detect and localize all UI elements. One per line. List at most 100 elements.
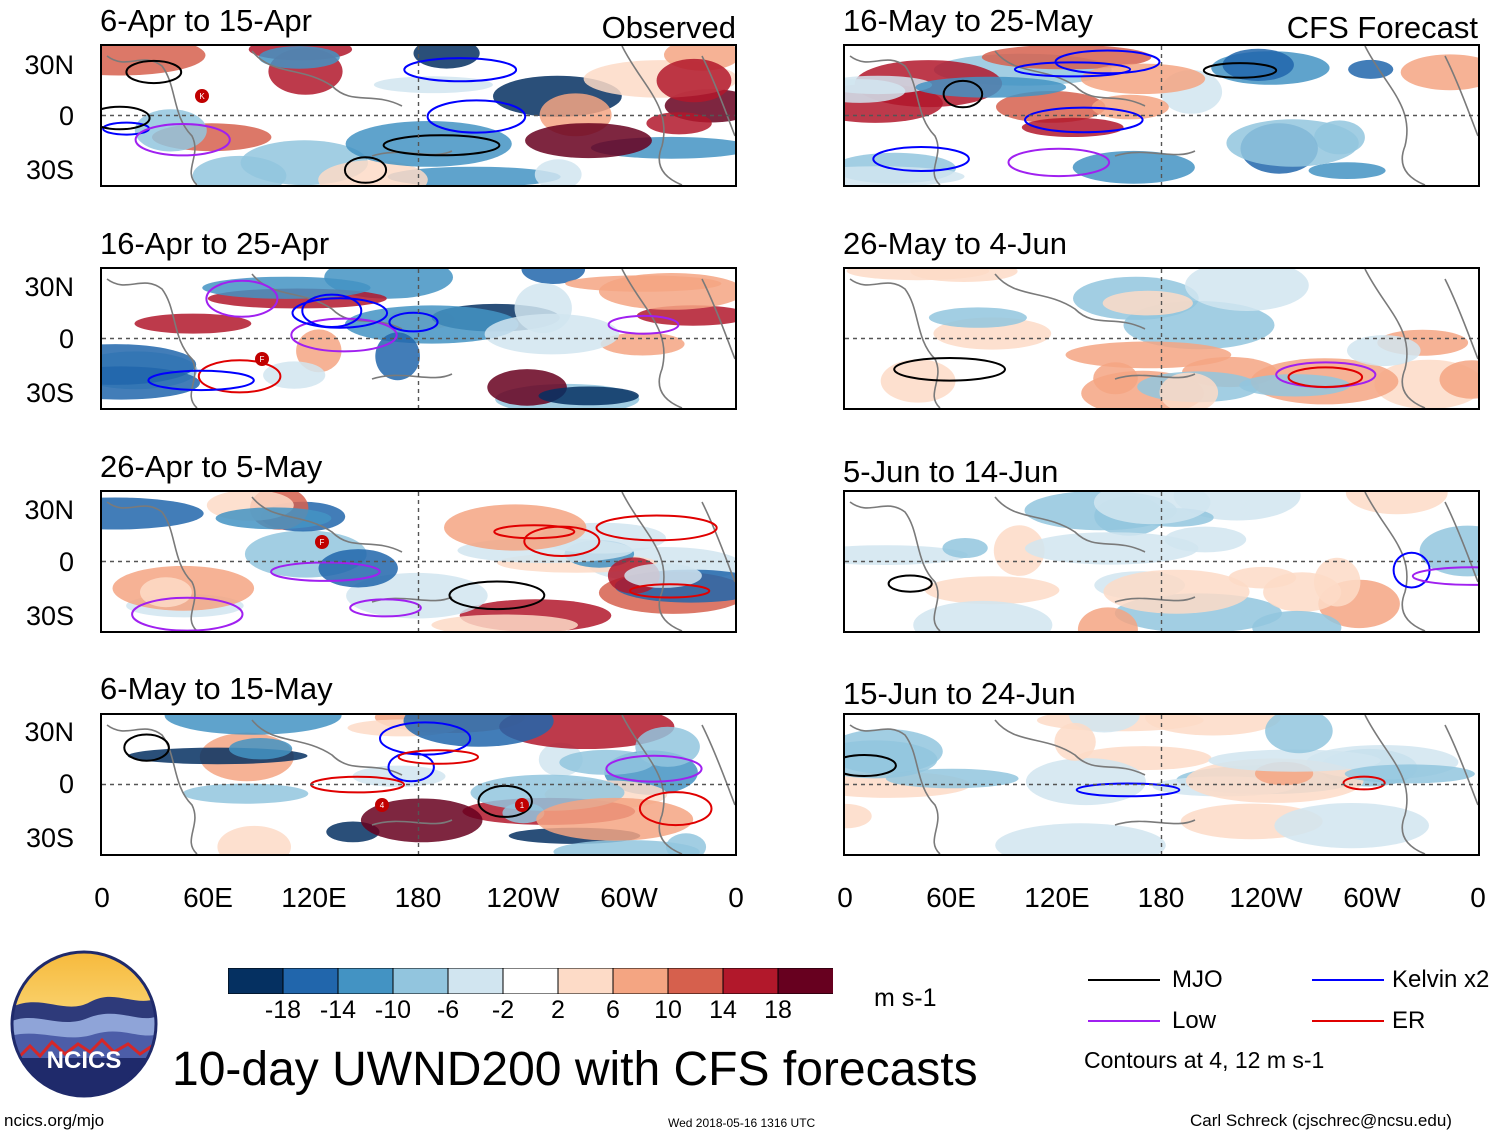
contour-low [349,598,422,618]
contour-kelvin [872,146,970,172]
map-panel [843,267,1480,410]
lon-tick: 120W [1229,882,1303,913]
lon-tick: 0 [1470,882,1486,913]
map-panel [843,713,1480,856]
wind-anomaly-shading [845,803,872,829]
panel-title-forecast-1: 16-May to 25-May [843,3,1093,38]
lat-tick-eq: 0 [58,324,74,354]
wind-anomaly-shading [1103,569,1250,614]
wind-anomaly-shading [431,614,578,631]
lon-tick: 60E [926,882,976,913]
colorbar-swatch [777,967,834,995]
wind-anomaly-shading [1102,290,1193,316]
contour-kelvin [1024,106,1144,134]
wind-anomaly-shading [1080,63,1206,94]
wind-anomaly-shading [1054,722,1096,761]
storm-marker: 4 [375,798,389,812]
wind-anomaly-shading [538,386,639,406]
wind-anomaly-shading [1145,715,1281,736]
lat-tick-30s: 30S [25,378,74,408]
wind-anomaly-shading [995,823,1166,854]
panel-title-forecast-3: 5-Jun to 14-Jun [843,454,1059,489]
contour-er [397,749,479,765]
wind-anomaly-shading [1065,341,1232,369]
contour-mjo [123,733,170,762]
colorbar [227,967,834,995]
wind-anomaly-shading [387,166,561,185]
wind-anomaly-shading [1226,119,1359,167]
wind-anomaly-shading [559,749,654,775]
colorbar-swatch [502,967,559,995]
legend-line-kelvin [1312,979,1384,981]
wind-anomaly-shading [553,840,700,854]
lat-tick-30n: 30N [24,717,74,747]
colorbar-swatch [447,967,504,995]
wind-anomaly-shading [1265,715,1333,754]
contour-mjo [448,580,546,611]
storm-marker: F [255,352,269,366]
colorbar-swatch [337,967,394,995]
observed-tag: Observed [601,10,736,45]
contour-mjo [845,754,897,777]
panel-title-forecast-4: 15-Jun to 24-Jun [843,676,1076,711]
wind-anomaly-shading [413,46,480,69]
lat-tick-30n: 30N [24,495,74,525]
wind-anomaly-shading [318,549,398,588]
wind-anomaly-shading [1208,749,1381,772]
wind-anomaly-shading [1347,335,1421,367]
contour-er [1287,366,1364,388]
panel-title-forecast-2: 26-May to 4-Jun [843,226,1067,261]
contour-kelvin [388,311,439,333]
contour-kelvin [301,293,363,328]
contour-low [205,279,279,318]
legend-label-kelvin: Kelvin x2 [1392,966,1490,993]
contour-kelvin [403,57,518,83]
wind-anomaly-shading [484,313,620,355]
contour-mjo [382,134,501,157]
contour-mjo [942,79,984,109]
wind-anomaly-shading [1419,525,1478,577]
map-panel: K [100,44,737,187]
wind-anomaly-shading [1252,610,1342,631]
colorbar-units: m s-1 [874,984,937,1012]
colorbar-swatch [722,967,779,995]
lon-tick: 180 [394,882,442,913]
wind-anomaly-shading [624,563,702,588]
wind-anomaly-shading [880,359,956,403]
map-panel: F [100,267,737,410]
map-panel [843,490,1480,633]
legend-label-mjo: MJO [1172,966,1223,993]
wind-anomaly-shading [134,313,252,334]
lon-tick: 0 [728,882,744,913]
colorbar-swatch [392,967,449,995]
footer-url[interactable]: ncics.org/mjo [4,1111,105,1130]
lon-tick: 0 [837,882,853,913]
storm-marker: F [315,535,329,549]
svg-text:F: F [260,355,265,364]
contour-kelvin [426,99,527,134]
lon-tick: 120E [281,882,347,913]
colorbar-tick: -6 [436,996,460,1024]
coastline [849,269,1478,408]
wind-anomaly-shading [360,798,483,843]
wind-anomaly-shading [1185,269,1309,311]
colorbar-swatch [282,967,339,995]
svg-text:1: 1 [520,801,525,810]
wind-anomaly-shading [215,507,332,530]
svg-text:F: F [320,538,325,547]
wind-anomaly-shading [1348,59,1394,79]
lon-tick: 60W [600,882,658,913]
wind-anomaly-shading [296,329,342,373]
wind-anomaly-shading [525,123,652,159]
coastline [106,269,735,408]
lon-tick: 120W [486,882,560,913]
wind-anomaly-shading [182,783,309,804]
contour-note: Contours at 4, 12 m s-1 [1084,1047,1325,1073]
wind-anomaly-shading [1263,572,1342,612]
contour-mjo [1202,62,1278,79]
wind-anomaly-shading [910,269,1018,282]
contour-mjo [125,59,183,85]
panel-title-observed-4: 6-May to 15-May [100,671,333,706]
footer-timestamp: Wed 2018-05-16 1316 UTC [668,1116,816,1130]
colorbar-tick: -18 [264,996,302,1024]
